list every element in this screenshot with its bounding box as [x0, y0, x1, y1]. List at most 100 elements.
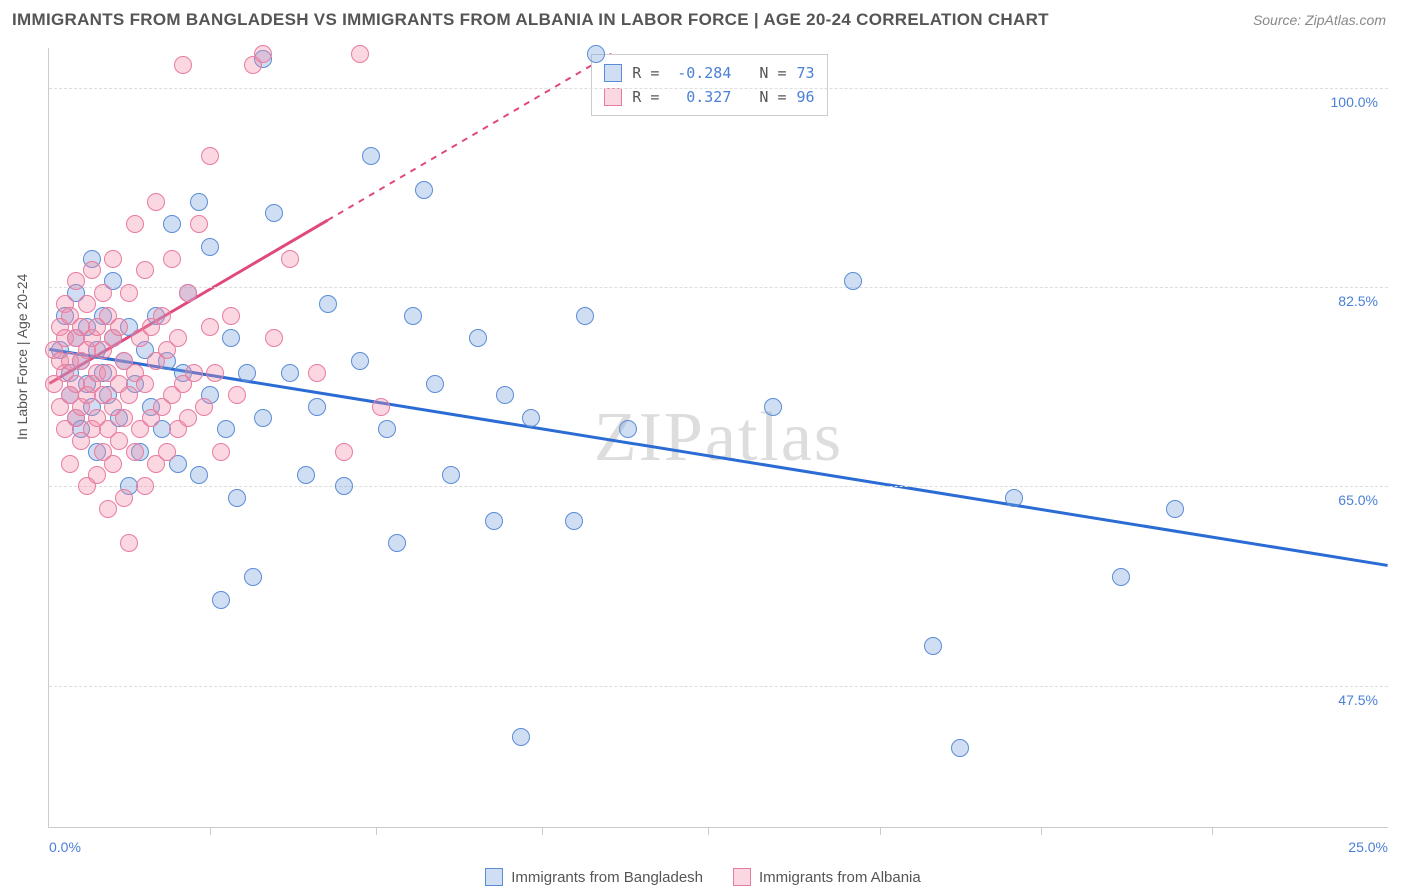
data-point-bangladesh — [764, 398, 782, 416]
series-legend: Immigrants from Bangladesh Immigrants fro… — [0, 868, 1406, 886]
n-value: 96 — [797, 88, 815, 106]
data-point-bangladesh — [254, 409, 272, 427]
legend-label: Immigrants from Albania — [759, 869, 921, 886]
x-tick — [210, 827, 211, 835]
data-point-albania — [115, 409, 133, 427]
data-point-bangladesh — [496, 386, 514, 404]
data-point-bangladesh — [442, 466, 460, 484]
stats-row-bangladesh: R = -0.284 N = 73 — [604, 61, 814, 85]
data-point-albania — [136, 375, 154, 393]
data-point-albania — [158, 443, 176, 461]
data-point-albania — [136, 477, 154, 495]
data-point-albania — [206, 364, 224, 382]
data-point-albania — [308, 364, 326, 382]
data-point-albania — [222, 307, 240, 325]
data-point-albania — [212, 443, 230, 461]
x-max-label: 25.0% — [1348, 839, 1388, 855]
source-label: Source: ZipAtlas.com — [1253, 12, 1386, 28]
data-point-albania — [169, 329, 187, 347]
data-point-bangladesh — [238, 364, 256, 382]
gridline — [49, 287, 1388, 288]
data-point-albania — [120, 386, 138, 404]
data-point-bangladesh — [1112, 568, 1130, 586]
n-label: N = — [741, 64, 786, 82]
data-point-albania — [126, 215, 144, 233]
data-point-bangladesh — [1005, 489, 1023, 507]
data-point-bangladesh — [522, 409, 540, 427]
data-point-bangladesh — [163, 215, 181, 233]
r-label: R = — [632, 88, 659, 106]
data-point-bangladesh — [388, 534, 406, 552]
data-point-albania — [254, 45, 272, 63]
data-point-bangladesh — [281, 364, 299, 382]
data-point-bangladesh — [619, 420, 637, 438]
data-point-albania — [104, 455, 122, 473]
data-point-bangladesh — [190, 466, 208, 484]
data-point-albania — [351, 45, 369, 63]
data-point-bangladesh — [244, 568, 262, 586]
swatch-albania — [604, 88, 622, 106]
data-point-albania — [99, 500, 117, 518]
y-tick-label: 65.0% — [1308, 492, 1378, 508]
data-point-bangladesh — [512, 728, 530, 746]
data-point-bangladesh — [190, 193, 208, 211]
data-point-bangladesh — [951, 739, 969, 757]
data-point-albania — [104, 250, 122, 268]
data-point-bangladesh — [469, 329, 487, 347]
data-point-bangladesh — [576, 307, 594, 325]
data-point-albania — [153, 307, 171, 325]
legend-item-albania: Immigrants from Albania — [733, 868, 921, 886]
data-point-albania — [372, 398, 390, 416]
data-point-albania — [67, 272, 85, 290]
data-point-bangladesh — [217, 420, 235, 438]
swatch-bangladesh — [604, 64, 622, 82]
data-point-albania — [195, 398, 213, 416]
data-point-albania — [201, 147, 219, 165]
data-point-bangladesh — [308, 398, 326, 416]
y-tick-label: 47.5% — [1308, 692, 1378, 708]
data-point-albania — [83, 261, 101, 279]
data-point-bangladesh — [404, 307, 422, 325]
data-point-bangladesh — [378, 420, 396, 438]
data-point-albania — [110, 318, 128, 336]
data-point-albania — [265, 329, 283, 347]
data-point-albania — [228, 386, 246, 404]
data-point-albania — [78, 295, 96, 313]
n-value: 73 — [797, 64, 815, 82]
r-value: 0.327 — [669, 88, 731, 106]
data-point-albania — [335, 443, 353, 461]
x-min-label: 0.0% — [49, 839, 81, 855]
data-point-albania — [110, 432, 128, 450]
legend-label: Immigrants from Bangladesh — [511, 869, 703, 886]
data-point-albania — [126, 443, 144, 461]
data-point-bangladesh — [297, 466, 315, 484]
x-tick — [376, 827, 377, 835]
x-tick — [880, 827, 881, 835]
data-point-albania — [179, 409, 197, 427]
regression-lines — [49, 48, 1388, 827]
n-label: N = — [741, 88, 786, 106]
data-point-albania — [136, 261, 154, 279]
r-label: R = — [632, 64, 659, 82]
data-point-albania — [174, 56, 192, 74]
x-tick — [708, 827, 709, 835]
data-point-bangladesh — [319, 295, 337, 313]
data-point-bangladesh — [844, 272, 862, 290]
data-point-albania — [115, 489, 133, 507]
data-point-albania — [281, 250, 299, 268]
data-point-bangladesh — [228, 489, 246, 507]
data-point-albania — [201, 318, 219, 336]
x-tick — [542, 827, 543, 835]
data-point-bangladesh — [485, 512, 503, 530]
data-point-bangladesh — [1166, 500, 1184, 518]
chart-container: IMMIGRANTS FROM BANGLADESH VS IMMIGRANTS… — [0, 0, 1406, 892]
data-point-albania — [88, 466, 106, 484]
data-point-bangladesh — [335, 477, 353, 495]
stats-legend: R = -0.284 N = 73R = 0.327 N = 96 — [591, 54, 827, 116]
data-point-albania — [94, 284, 112, 302]
data-point-albania — [147, 193, 165, 211]
x-tick — [1041, 827, 1042, 835]
data-point-bangladesh — [587, 45, 605, 63]
gridline — [49, 686, 1388, 687]
swatch-bangladesh — [485, 868, 503, 886]
